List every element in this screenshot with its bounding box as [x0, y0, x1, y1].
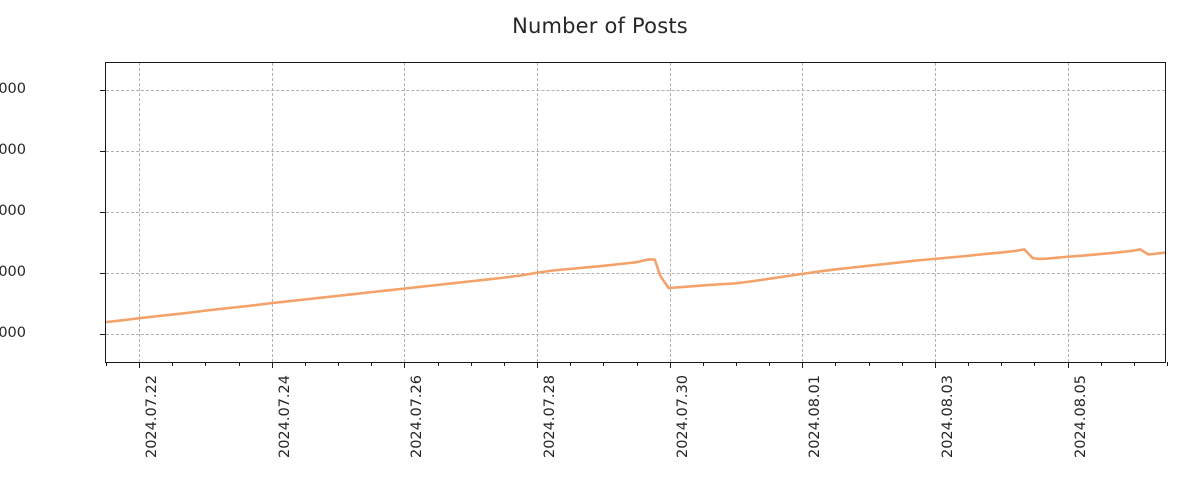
x-tick-mark-minor	[1133, 362, 1135, 366]
x-tick-mark-minor	[238, 362, 240, 366]
x-tick-mark-minor	[1100, 362, 1102, 366]
x-tick-mark-major	[404, 362, 406, 368]
x-tick-label: 2024.07.26	[409, 375, 426, 459]
x-tick-label: 2024.08.05	[1072, 375, 1089, 459]
y-tick-mark	[100, 90, 106, 92]
x-tick-mark-major	[1067, 362, 1069, 368]
line-series-number-of-posts	[106, 248, 1165, 324]
gridline-vertical	[139, 63, 141, 362]
y-tick-mark	[100, 211, 106, 213]
y-tick-mark	[100, 333, 106, 335]
x-tick-mark-minor	[205, 362, 207, 366]
x-tick-mark-minor	[636, 362, 638, 366]
x-tick-label: 2024.07.30	[674, 375, 691, 459]
y-tick-label: 8400000	[0, 142, 26, 159]
x-tick-mark-minor	[172, 362, 174, 366]
gridline-horizontal	[106, 151, 1165, 153]
y-tick-mark	[100, 151, 106, 153]
x-tick-mark-minor	[1167, 362, 1168, 366]
plot-area	[100, 62, 1168, 368]
gridline-vertical	[1067, 63, 1069, 362]
x-tick-mark-minor	[603, 362, 605, 366]
gridline-vertical	[669, 63, 671, 362]
x-tick-mark-minor	[901, 362, 903, 366]
gridline-horizontal	[106, 211, 1165, 213]
x-tick-mark-minor	[304, 362, 306, 366]
y-tick-mark	[100, 272, 106, 274]
gridline-vertical	[271, 63, 273, 362]
gridline-vertical	[934, 63, 936, 362]
x-tick-mark-minor	[570, 362, 572, 366]
x-tick-mark-minor	[371, 362, 373, 366]
x-tick-mark-minor	[868, 362, 870, 366]
chart-title: Number of Posts	[512, 14, 688, 38]
gridline-vertical	[404, 63, 406, 362]
x-tick-mark-minor	[735, 362, 737, 366]
plot-inner	[106, 63, 1165, 362]
x-tick-label: 2024.07.22	[144, 375, 161, 459]
gridline-horizontal	[106, 272, 1165, 274]
x-tick-mark-major	[934, 362, 936, 368]
gridline-vertical	[537, 63, 539, 362]
x-tick-mark-minor	[437, 362, 439, 366]
y-tick-label: 8200000	[0, 202, 26, 219]
x-tick-label: 2024.08.01	[807, 375, 824, 459]
x-tick-mark-major	[139, 362, 141, 368]
x-tick-mark-major	[537, 362, 539, 368]
gridline-vertical	[802, 63, 804, 362]
x-tick-mark-minor	[1034, 362, 1036, 366]
x-tick-mark-major	[669, 362, 671, 368]
gridline-horizontal	[106, 90, 1165, 92]
x-tick-mark-minor	[106, 362, 107, 366]
x-tick-mark-minor	[968, 362, 970, 366]
y-tick-label: 8000000	[0, 263, 26, 280]
y-tick-label: 8600000	[0, 81, 26, 98]
x-tick-mark-minor	[835, 362, 837, 366]
x-tick-mark-major	[802, 362, 804, 368]
x-tick-mark-minor	[470, 362, 472, 366]
series-line	[106, 248, 1165, 324]
x-tick-label: 2024.07.28	[542, 375, 559, 459]
y-tick-label: 7800000	[0, 324, 26, 341]
x-tick-mark-minor	[769, 362, 771, 366]
x-tick-label: 2024.08.03	[939, 375, 956, 459]
x-tick-mark-minor	[1001, 362, 1003, 366]
x-tick-mark-minor	[503, 362, 505, 366]
x-tick-mark-minor	[338, 362, 340, 366]
x-tick-label: 2024.07.24	[276, 375, 293, 459]
gridline-horizontal	[106, 333, 1165, 335]
x-tick-mark-major	[271, 362, 273, 368]
x-tick-mark-minor	[702, 362, 704, 366]
